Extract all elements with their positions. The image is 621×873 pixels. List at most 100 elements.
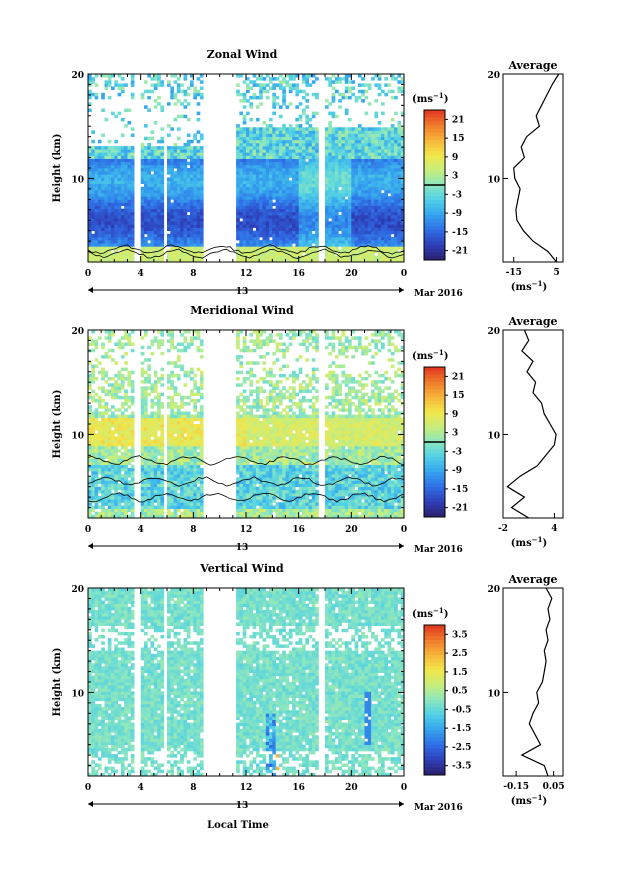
heatmap-cell <box>176 230 181 235</box>
heatmap-cell <box>150 502 155 506</box>
heatmap-cell <box>331 142 336 147</box>
heatmap-cell <box>302 183 306 188</box>
heatmap-cell <box>186 205 191 210</box>
heatmap-cell <box>167 511 171 516</box>
heatmap-cell <box>246 136 250 141</box>
heatmap-cell <box>381 218 385 222</box>
heatmap-cell <box>275 252 280 257</box>
heatmap-cell <box>147 208 151 213</box>
heatmap-cell <box>144 489 148 494</box>
heatmap-cell <box>120 439 125 444</box>
heatmap-cell <box>160 230 165 235</box>
heatmap-cell <box>104 211 109 216</box>
heatmap-cell <box>331 227 336 231</box>
heatmap-cell <box>288 86 293 90</box>
heatmap-cell <box>344 86 349 90</box>
heatmap-cell <box>265 133 270 137</box>
heatmap-cell <box>397 208 402 213</box>
heatmap-cell <box>104 452 109 456</box>
heatmap-cell <box>285 177 290 181</box>
heatmap-cell <box>104 158 109 163</box>
heatmap-cell <box>140 492 145 497</box>
heatmap-cell <box>157 499 161 503</box>
heatmap-cell <box>292 215 296 219</box>
heatmap-cell <box>180 186 184 191</box>
heatmap-cell <box>176 202 181 206</box>
heatmap-cell <box>130 80 135 84</box>
heatmap-cell <box>153 121 158 125</box>
heatmap-cell <box>275 158 280 163</box>
heatmap-cell <box>367 215 372 219</box>
heatmap-cell <box>127 499 132 503</box>
heatmap-cell <box>114 449 118 453</box>
heatmap-cell <box>183 243 188 247</box>
heatmap-cell <box>104 477 109 481</box>
heatmap-cell <box>265 236 270 241</box>
heatmap-cell <box>302 136 306 141</box>
heatmap-cell <box>180 477 184 481</box>
heatmap-cell <box>101 196 105 200</box>
heatmap-cell <box>91 442 95 447</box>
heatmap-cell <box>357 233 362 238</box>
heatmap-cell <box>101 439 105 444</box>
heatmap-cell <box>186 155 191 159</box>
heatmap-cell <box>130 161 135 166</box>
heatmap-cell <box>117 386 122 390</box>
heatmap-cell <box>328 142 332 147</box>
heatmap-cell <box>107 193 112 197</box>
heatmap-cell <box>111 436 115 440</box>
heatmap-cell <box>249 246 253 250</box>
heatmap-cell <box>292 171 296 175</box>
heatmap-cell <box>298 211 303 216</box>
heatmap-cell <box>97 230 102 235</box>
heatmap-cell <box>199 149 204 153</box>
heatmap-cell <box>140 514 145 519</box>
heatmap-cell <box>130 492 135 497</box>
heatmap-cell <box>292 221 296 225</box>
heatmap-cell <box>236 193 240 197</box>
heatmap-cell <box>91 249 95 253</box>
heatmap-cell <box>130 436 135 440</box>
heatmap-cell <box>334 230 339 235</box>
heatmap-cell <box>199 171 204 175</box>
heatmap-cell <box>394 139 398 144</box>
heatmap-cell <box>357 136 362 141</box>
heatmap-cell <box>91 258 95 263</box>
heatmap-cell <box>255 95 260 100</box>
heatmap-cell <box>354 215 359 219</box>
heatmap-cell <box>150 89 155 94</box>
heatmap-cell <box>302 230 306 235</box>
heatmap-cell <box>255 177 260 181</box>
heatmap-cell <box>147 424 151 428</box>
heatmap-cell <box>167 339 171 343</box>
heatmap-cell <box>275 183 280 188</box>
heatmap-cell <box>196 227 201 231</box>
heatmap-cell <box>311 224 316 228</box>
heatmap-cell <box>288 180 293 184</box>
heatmap-cell <box>381 258 385 263</box>
heatmap-cell <box>147 224 151 228</box>
heatmap-cell <box>147 211 151 216</box>
heatmap-cell <box>104 351 109 356</box>
heatmap-cell <box>117 152 122 156</box>
heatmap-cell <box>150 474 155 478</box>
heatmap-cell <box>249 240 253 244</box>
heatmap-cell <box>344 74 349 78</box>
heatmap-cell <box>157 252 161 257</box>
heatmap-cell <box>255 83 260 87</box>
heatmap-cell <box>361 196 365 200</box>
heatmap-cell <box>180 452 184 456</box>
heatmap-cell <box>147 377 151 381</box>
heatmap-cell <box>196 205 201 210</box>
heatmap-cell <box>94 417 99 422</box>
heatmap-cell <box>196 77 201 81</box>
heatmap-cell <box>144 439 148 444</box>
heatmap-cell <box>153 211 158 216</box>
heatmap-cell <box>104 373 109 378</box>
heatmap-cell <box>160 252 165 257</box>
heatmap-cell <box>272 202 276 206</box>
heatmap-cell <box>295 233 300 238</box>
heatmap-cell <box>354 136 359 141</box>
heatmap-cell <box>101 433 105 437</box>
heatmap-cell <box>328 193 332 197</box>
